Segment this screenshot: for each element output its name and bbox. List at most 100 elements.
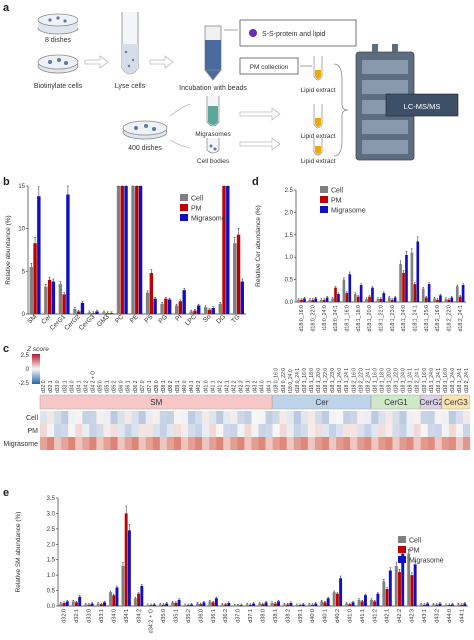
bar-pm [298, 605, 302, 606]
heatmap-cell [462, 437, 471, 450]
arrow-icon [239, 107, 281, 121]
bar-migrasome [197, 305, 201, 314]
bar-pm [178, 301, 183, 314]
heatmap-cell [336, 437, 344, 450]
column-label: d37:0 [140, 380, 146, 393]
heatmap-cell [103, 424, 111, 437]
zscore-tick: 0 [26, 367, 30, 373]
x-tick-label: d32:1 [74, 609, 80, 623]
heatmap-cell [399, 424, 407, 437]
bar-cell [297, 299, 300, 302]
heatmap-cell [406, 424, 414, 437]
x-tick-label: d42:2 [397, 609, 403, 623]
bar-migrasome [95, 311, 99, 314]
column-label: d40:0 [182, 380, 188, 393]
column-label: d18:1_20:0 [316, 368, 322, 393]
heatmap-cell [47, 437, 55, 450]
column-label: d18:2_24:1 [365, 368, 371, 393]
y-tick-label: 1.5 [47, 558, 56, 564]
zscore-tick: -2.5 [19, 381, 30, 387]
column-label: d36:2 [133, 380, 139, 393]
bar-migrasome [450, 297, 454, 302]
heatmap-cell [258, 424, 266, 437]
x-tick-label: d36:0 [198, 609, 204, 623]
x-tick-label: GM3 [96, 313, 111, 328]
bar-pm [261, 604, 265, 606]
heatmap-cell [371, 411, 379, 424]
heatmap-cell [89, 411, 97, 424]
bar-migrasome [388, 570, 392, 606]
heatmap-cell [272, 424, 280, 437]
bar-pm [311, 604, 314, 606]
chart-e: 0.0 0.5 1.0 1.5 2.0 2.5 3.0 3.5 Relative SM abun… [15, 496, 468, 633]
bar-pm [398, 572, 401, 606]
group-label: Cer [316, 398, 329, 407]
bar-cell [183, 605, 187, 606]
bar-migrasome [167, 299, 172, 314]
heatmap-cell [237, 437, 245, 450]
heatmap-cell [138, 424, 146, 437]
bar-pm [300, 299, 303, 302]
column-label: d18:1_23:0 [330, 368, 336, 393]
heatmap-cell [343, 411, 351, 424]
column-label: d42:2 [231, 380, 237, 393]
bar-pm [424, 297, 428, 302]
x-tick-label: d18:2_24:1 [458, 305, 464, 332]
heatmap-cell [145, 424, 153, 437]
heatmap-cell [124, 437, 132, 450]
column-label: d38:1 [161, 380, 167, 393]
column-label: d34:2 + O [90, 371, 96, 393]
bar-pm [33, 243, 37, 314]
dish-stack-icon [122, 120, 168, 140]
bar-pm [286, 604, 290, 606]
heatmap-cell [103, 437, 111, 450]
x-tick-label: SM [26, 313, 38, 325]
bar-cell [382, 581, 386, 606]
heatmap-cell [131, 437, 139, 450]
bar-cell [208, 601, 212, 606]
bar-migrasome [438, 603, 442, 606]
lipid-extract-text-2: Lipid extract [300, 133, 335, 140]
bar-migrasome [80, 302, 85, 314]
x-tick-label: d18:1_22:0 [379, 305, 385, 332]
row-label: Migrasome [3, 441, 38, 448]
heatmap-cell [145, 437, 153, 450]
heatmap-cell [300, 424, 309, 437]
group-cerg3 [441, 394, 470, 410]
bar-migrasome [461, 284, 465, 302]
x-tick-label: d18:1_18:0 [356, 305, 362, 332]
bar-migrasome [138, 186, 143, 314]
bar-pm [447, 299, 451, 302]
pm-collection-text: PM collection [250, 64, 289, 71]
heatmap-cell [188, 424, 196, 437]
bar-pm [236, 234, 241, 314]
heatmap-cell [202, 424, 210, 437]
bar-migrasome [90, 603, 94, 606]
bar-cell [189, 311, 193, 314]
bar-migrasome [37, 196, 41, 314]
heatmap-cell [350, 424, 358, 437]
x-tick-label: d44:0 [447, 609, 453, 623]
lcms-box [385, 93, 459, 117]
column-label: d34:2 [83, 380, 89, 393]
column-label: d33:1 [62, 380, 68, 393]
heatmap-cell [54, 424, 62, 437]
y-tick-label: 0.5 [285, 278, 294, 284]
column-label: d18:1_24:1 [457, 368, 463, 393]
bar-migrasome [226, 186, 230, 314]
column-label: d18:0_22:0 [281, 368, 287, 393]
heatmap-cell [420, 437, 428, 450]
lipid-extract-text-3: Lipid extract [300, 158, 335, 165]
group-label: CerG3 [444, 398, 468, 407]
legend-swatch [398, 556, 406, 563]
x-tick-label: d38:1 [273, 609, 279, 623]
lipid-tube-icon [313, 56, 323, 81]
heatmap-cell [427, 437, 435, 450]
heatmap-cell [216, 411, 224, 424]
bar-migrasome [214, 598, 218, 606]
panel-label-a: a [3, 2, 10, 14]
heatmap-cell [230, 424, 238, 437]
heatmap-cell [258, 411, 266, 424]
bar-cell [399, 263, 402, 302]
